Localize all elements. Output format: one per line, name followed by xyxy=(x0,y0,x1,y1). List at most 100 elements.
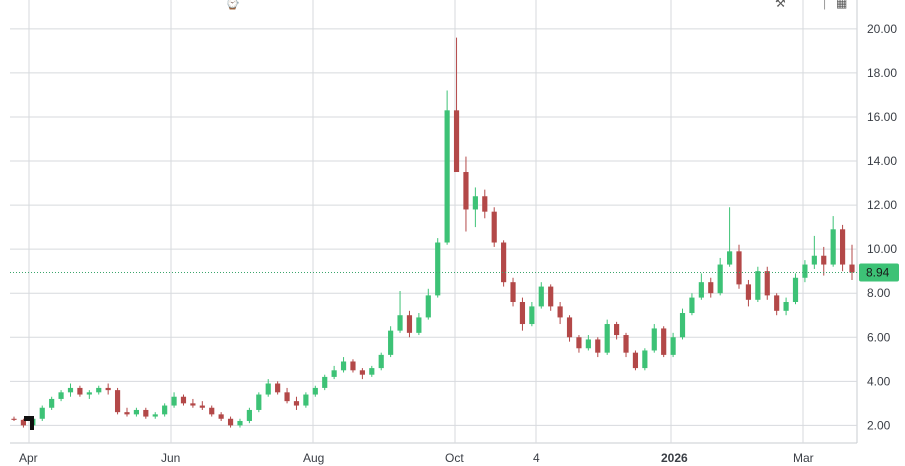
candle xyxy=(802,260,808,283)
candle-body xyxy=(632,352,639,369)
candle xyxy=(727,207,733,267)
candle-body xyxy=(792,277,799,302)
candle xyxy=(96,385,102,395)
tools-icon[interactable]: ⚒ xyxy=(775,0,786,10)
candle-body xyxy=(435,242,441,296)
candle xyxy=(849,244,855,280)
candle xyxy=(180,394,187,406)
candle xyxy=(77,385,83,397)
candle xyxy=(472,187,478,228)
candle-body xyxy=(284,392,290,402)
candle-body xyxy=(595,339,601,353)
y-tick-label: 6.00 xyxy=(867,330,891,344)
x-tick-label: Jun xyxy=(161,451,180,465)
candle-body xyxy=(453,110,460,173)
candle xyxy=(86,390,92,399)
candle xyxy=(670,332,676,358)
candle-body xyxy=(670,337,676,355)
candle xyxy=(275,381,281,395)
candle xyxy=(783,297,789,316)
candle xyxy=(463,156,469,232)
candle xyxy=(114,387,121,415)
candle xyxy=(49,396,55,410)
x-tick-label: 2026 xyxy=(661,451,688,465)
candle-body xyxy=(86,392,92,395)
y-tick-label: 20.00 xyxy=(867,22,897,36)
x-tick-label: Oct xyxy=(445,451,464,465)
candle-body xyxy=(397,315,403,331)
candle-body xyxy=(698,282,704,298)
candle xyxy=(237,418,243,428)
x-tick-label: Apr xyxy=(19,451,38,465)
candle-body xyxy=(821,255,827,265)
candle-body xyxy=(425,295,431,318)
candle xyxy=(369,365,375,377)
candle xyxy=(227,416,234,428)
candle-body xyxy=(482,196,488,212)
clock-icon[interactable]: ⌚ xyxy=(225,0,240,10)
candle xyxy=(557,302,563,325)
candle xyxy=(698,273,704,300)
candle-body xyxy=(180,396,187,404)
candle xyxy=(453,37,460,173)
candle xyxy=(39,405,45,421)
candle xyxy=(830,216,836,267)
candle xyxy=(218,412,224,421)
candle xyxy=(604,319,610,355)
candle-body xyxy=(491,211,497,243)
candle-body xyxy=(303,394,309,406)
x-tick-label: 4 xyxy=(533,451,540,465)
candle xyxy=(745,279,752,307)
candle-body xyxy=(463,172,469,210)
y-tick-label: 10.00 xyxy=(867,242,897,256)
x-tick-label: Mar xyxy=(793,451,814,465)
candle-body xyxy=(114,390,121,413)
candle xyxy=(256,392,262,413)
candle xyxy=(519,297,526,331)
candle-body xyxy=(679,313,686,338)
candle-body xyxy=(802,264,808,278)
candle-body xyxy=(774,295,780,311)
candle-body xyxy=(162,405,168,415)
candle-body xyxy=(416,317,422,333)
candle-body xyxy=(708,282,714,294)
candle xyxy=(416,313,422,336)
y-tick-label: 2.00 xyxy=(867,418,891,432)
candle xyxy=(58,390,64,402)
candle-body xyxy=(519,302,526,325)
candle xyxy=(284,387,290,404)
candle-body xyxy=(783,302,789,311)
candle-body xyxy=(58,392,64,399)
candle-body xyxy=(529,306,535,325)
candle-body xyxy=(49,398,55,408)
y-tick-label: 4.00 xyxy=(867,374,891,388)
candle xyxy=(792,273,799,305)
candle-body xyxy=(623,335,629,353)
candle-body xyxy=(651,328,657,351)
candle-body xyxy=(67,387,74,393)
candle xyxy=(350,359,356,373)
candle-body xyxy=(566,317,573,338)
candle-body xyxy=(359,370,365,375)
candle xyxy=(293,396,300,410)
candle xyxy=(312,385,318,397)
candle xyxy=(162,403,168,417)
candle xyxy=(661,326,667,358)
last-price-marker: 8.94 xyxy=(10,263,899,430)
candle-body xyxy=(369,368,375,375)
candle xyxy=(406,310,413,338)
candle xyxy=(246,407,252,424)
candle xyxy=(623,332,629,358)
candle-body xyxy=(265,383,271,395)
candle-body xyxy=(105,387,111,391)
layout-icon[interactable]: ▦ xyxy=(836,0,848,10)
candle xyxy=(143,407,149,419)
candle-body xyxy=(246,409,252,421)
candle xyxy=(331,365,337,380)
candle-body xyxy=(661,328,667,355)
candle xyxy=(774,293,780,316)
candle xyxy=(340,357,347,373)
candle-body xyxy=(745,284,752,300)
candle xyxy=(689,293,695,316)
